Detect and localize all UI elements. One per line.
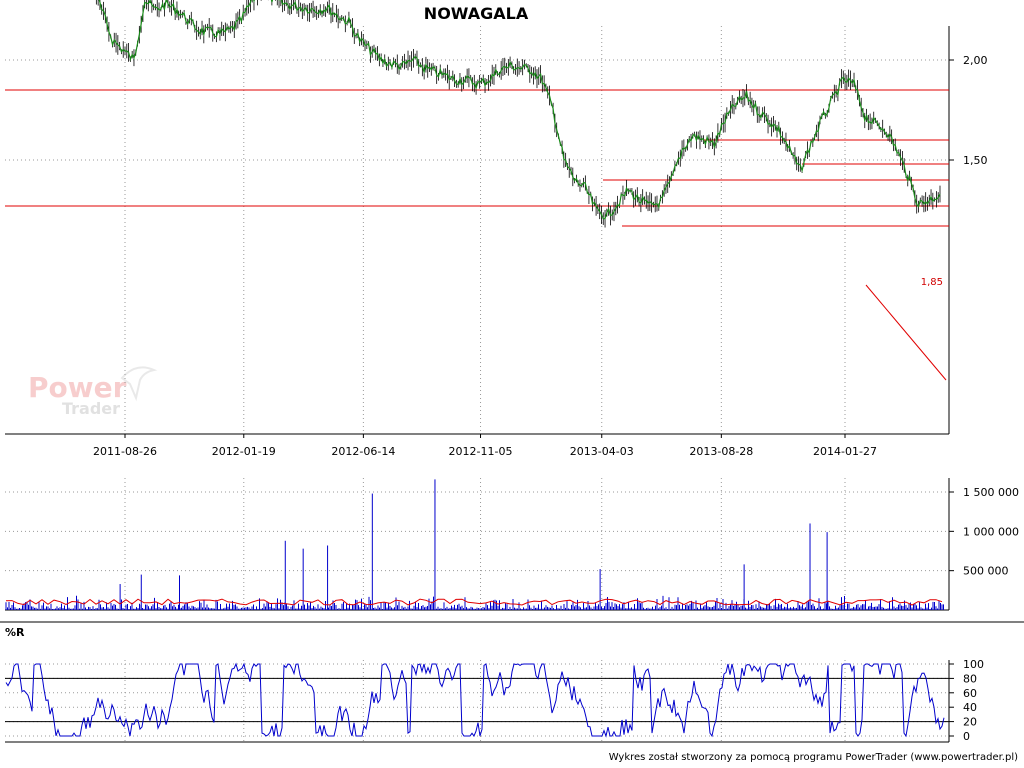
x-tick-label: 2012-01-19	[212, 445, 276, 458]
volume-y-tick-label: 500 000	[963, 565, 1009, 578]
price-y-tick-label: 1,50	[963, 154, 988, 167]
williams-r-y-tick-label: 60	[963, 687, 977, 700]
volume-grid	[5, 478, 949, 610]
footer-credit: Wykres został stworzony za pomocą progra…	[609, 752, 1018, 763]
volume-average-line	[5, 598, 943, 606]
williams-r-y-tick-label: 40	[963, 701, 977, 714]
williams-r-y-tick-label: 80	[963, 672, 977, 685]
watermark-trader: Trader	[62, 399, 120, 418]
williams-r-series-line	[5, 662, 945, 738]
x-tick-label: 2013-04-03	[570, 445, 634, 458]
price-y-tick-label: 2,00	[963, 54, 988, 67]
support-resistance-lines	[5, 89, 949, 227]
watermark-logo: Power Trader	[28, 366, 158, 418]
x-tick-label: 2014-01-27	[813, 445, 877, 458]
price-x-ticks: 2011-08-26 2012-01-19 2012-06-14 2012-11-05…	[93, 434, 877, 458]
williams-r-reference-lines	[5, 677, 949, 723]
williams-r-y-tick-label: 0	[963, 730, 970, 743]
x-tick-label: 2012-06-14	[331, 445, 395, 458]
watermark-power: Power	[28, 371, 127, 404]
trend-line	[865, 284, 947, 381]
williams-r-grid	[5, 660, 949, 742]
x-tick-label: 2013-08-28	[689, 445, 753, 458]
x-tick-label: 2011-08-26	[93, 445, 157, 458]
volume-y-ticks: 1 500 000 1 000 000 500 000	[949, 486, 1019, 578]
price-grid	[5, 26, 949, 434]
x-tick-label: 2012-11-05	[449, 445, 513, 458]
price-series-line	[98, 0, 941, 220]
price-bars	[95, 0, 941, 228]
price-y-ticks: 3,002,502,001,50	[949, 54, 988, 167]
volume-y-tick-label: 1 000 000	[963, 525, 1019, 538]
williams-r-title: %R	[5, 626, 25, 639]
chart-title: NOWAGALA	[424, 4, 529, 23]
williams-r-y-tick-label: 20	[963, 716, 977, 729]
price-level-annotation: 1,85	[921, 277, 943, 288]
volume-bars	[5, 479, 944, 610]
volume-y-tick-label: 1 500 000	[963, 486, 1019, 499]
williams-r-y-tick-label: 100	[963, 658, 984, 671]
